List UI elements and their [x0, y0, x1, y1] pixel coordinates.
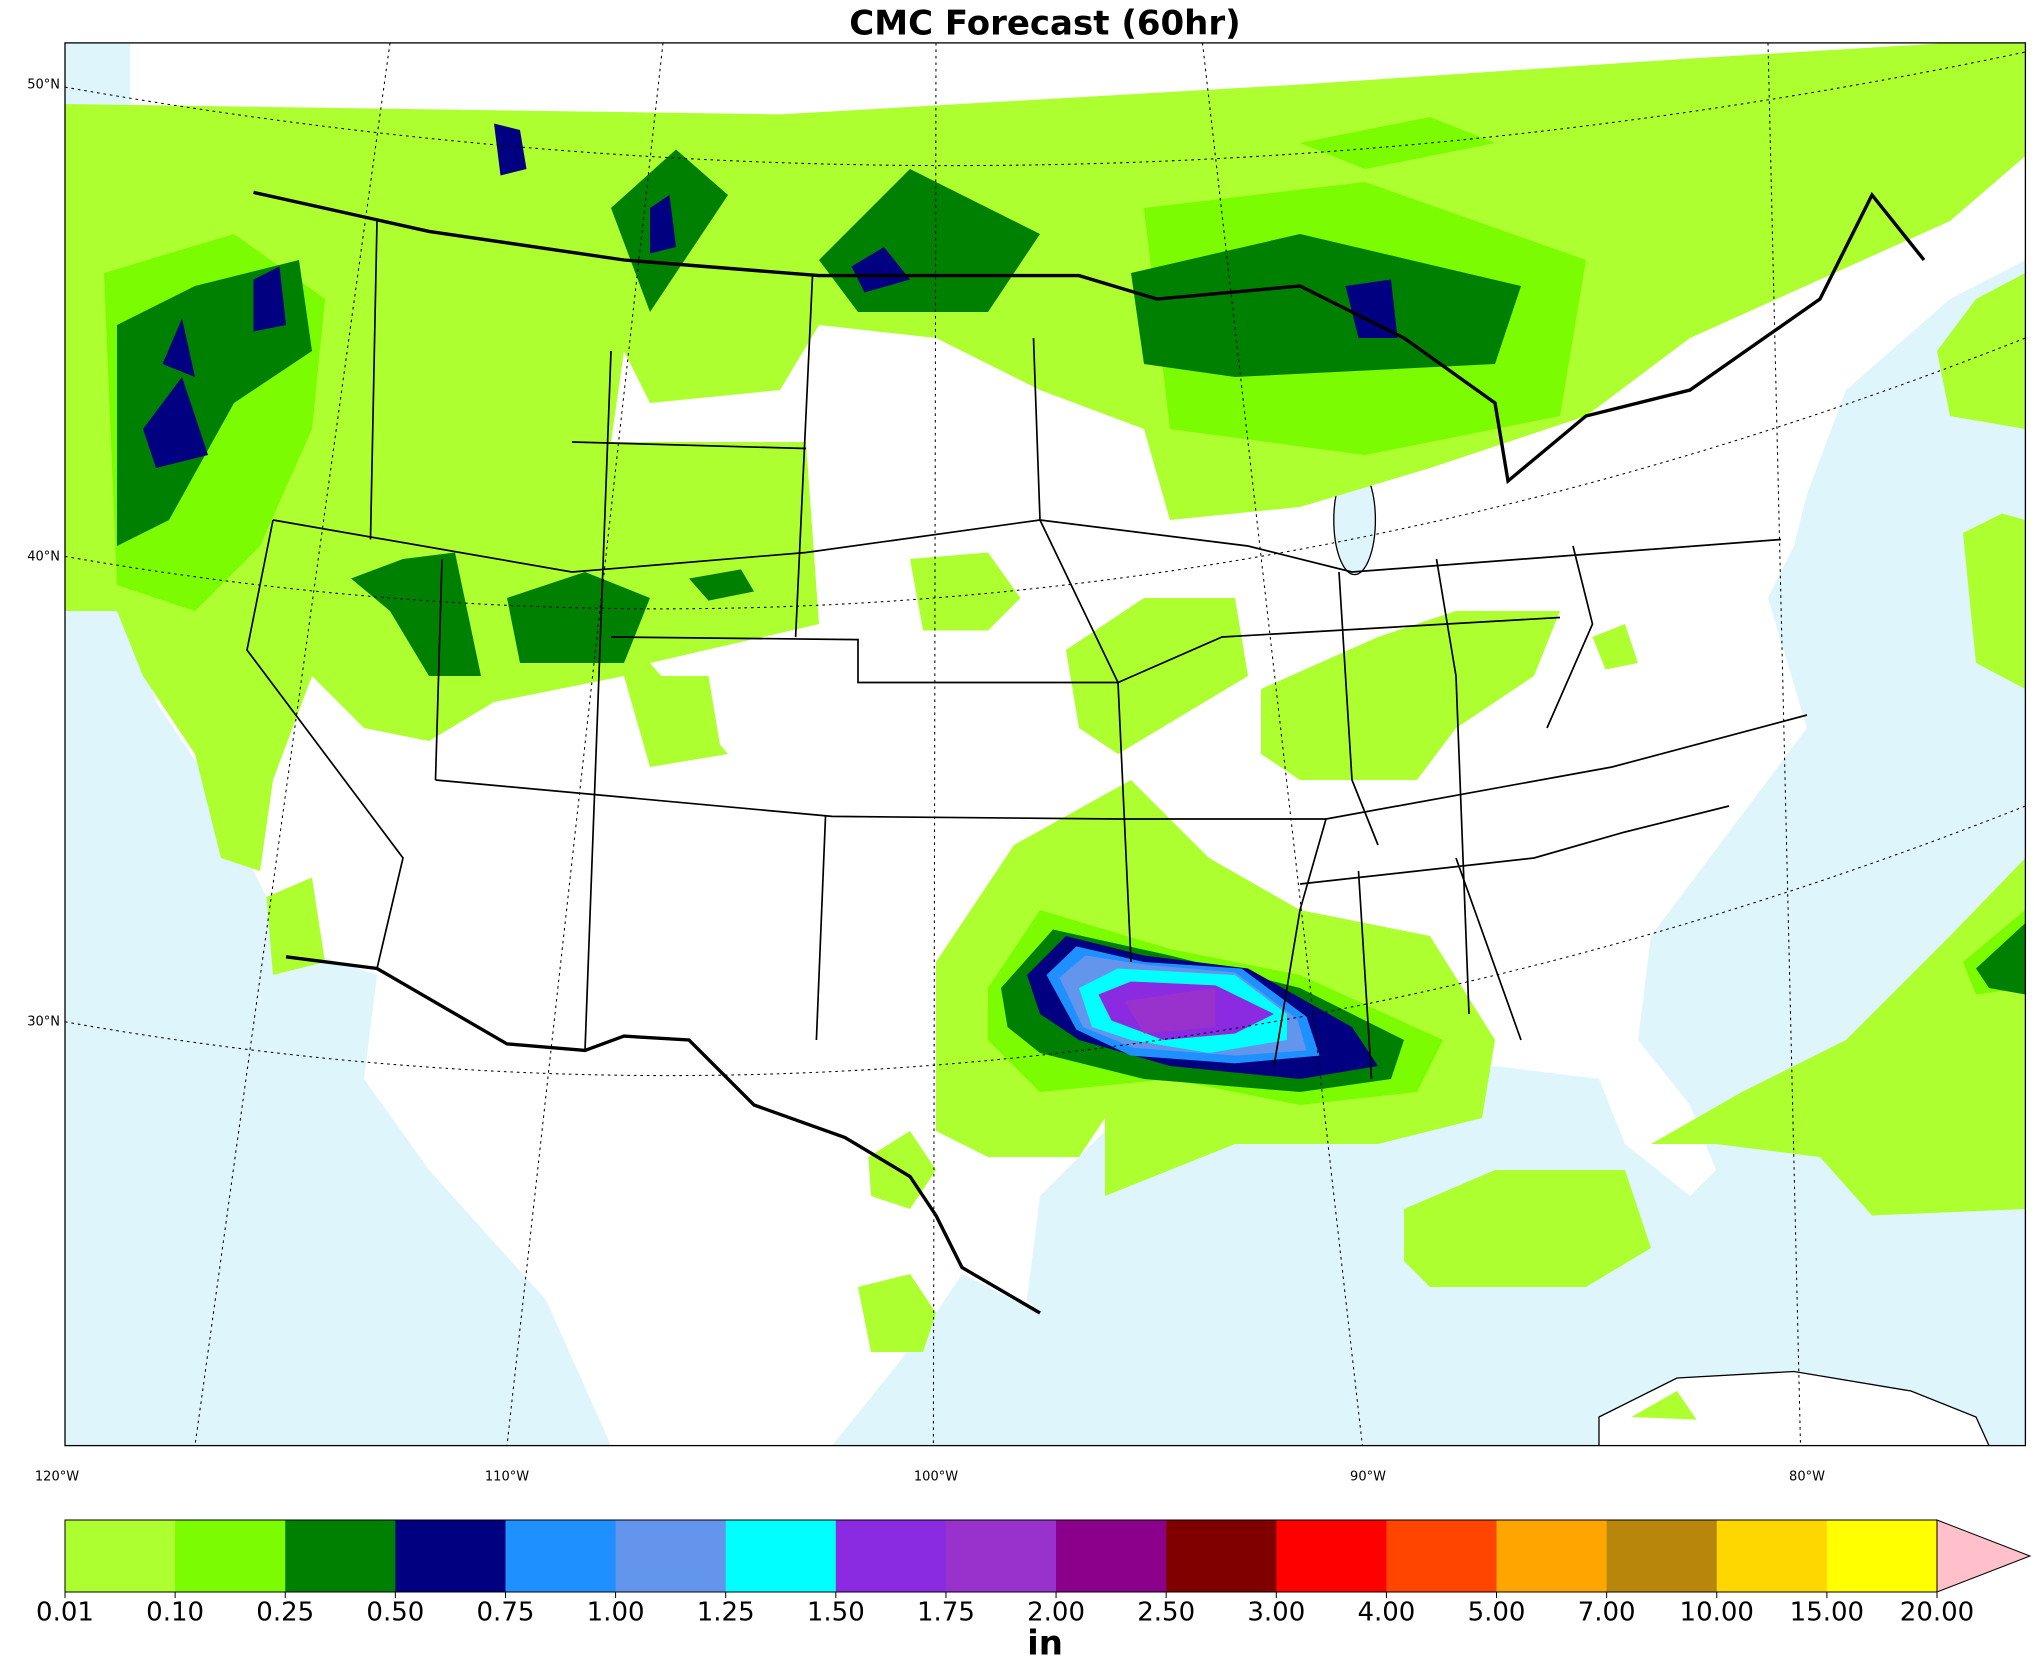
colorbar-bin: [1606, 1520, 1718, 1592]
colorbar-tick-label: 0.50: [366, 1598, 424, 1628]
graticule: [64, 42, 2026, 1446]
colorbar-tick-label: 1.25: [697, 1598, 755, 1628]
precip-area: [1631, 1391, 1697, 1420]
precip-area: [266, 877, 325, 975]
colorbar-bin: [505, 1520, 617, 1592]
precip-area: [1066, 598, 1248, 754]
colorbar-tick-label: 15.00: [1790, 1598, 1864, 1628]
lat-label: 40°N: [27, 550, 60, 565]
colorbar-tick-label: 2.00: [1027, 1598, 1085, 1628]
precip-area: [1345, 279, 1398, 338]
precip-area: [1936, 273, 2026, 429]
borders: [246, 190, 1926, 1315]
colorbar-bin: [1386, 1520, 1498, 1592]
colorbar-tick-label: 20.00: [1900, 1598, 1974, 1628]
colorbar-bin: [285, 1520, 396, 1592]
precip-area: [689, 569, 754, 601]
colorbar-bin: [175, 1520, 286, 1592]
precip-area: [253, 266, 286, 332]
colorbar-bin: [1166, 1520, 1277, 1592]
colorbar-bin: [1716, 1520, 1828, 1592]
map: [64, 42, 2027, 1447]
colorbar-tick-label: 2.50: [1137, 1598, 1195, 1628]
colorbar-tick-label: 0.75: [477, 1598, 535, 1628]
map-frame: [64, 42, 2027, 1447]
colorbar-bin: [835, 1520, 947, 1592]
precip-area: [851, 246, 910, 293]
lon-label: 110°W: [485, 1470, 529, 1485]
lat-label: 30°N: [27, 1015, 60, 1030]
precip-area: [1871, 71, 1957, 143]
precip-area: [1261, 611, 1560, 780]
lon-label: 120°W: [35, 1470, 79, 1485]
colorbar: 0.01 0.10 0.25 0.50 0.75 1.00 1.25 1.50 1.75 2.00…: [36, 1519, 2032, 1628]
colorbar-tick-label: 5.00: [1468, 1598, 1526, 1628]
colorbar-tick-label: 10.00: [1680, 1598, 1754, 1628]
colorbar-bin: [725, 1520, 837, 1592]
precip-area: [909, 552, 1021, 631]
lon-label: 100°W: [914, 1470, 958, 1485]
precip-area: [493, 123, 527, 176]
precip-area: [1651, 857, 2026, 1216]
colorbar-bin: [65, 1520, 176, 1592]
precip-area: [656, 676, 722, 754]
colorbar-bin: [395, 1520, 506, 1592]
colorbar-label: in: [1027, 1624, 1063, 1664]
precip-area: [1962, 513, 2026, 689]
colorbar-bin: [1056, 1520, 1167, 1592]
colorbar-tick-label: 3.00: [1247, 1598, 1305, 1628]
colorbar-tick-label: 1.75: [917, 1598, 975, 1628]
precip-area: [650, 195, 676, 254]
precip-area: [1300, 116, 1495, 169]
colorbar-bin: [945, 1520, 1057, 1592]
precip-area: [162, 318, 195, 377]
precip-area: [1404, 1170, 1651, 1287]
precip-area: [857, 1274, 936, 1352]
precip-area: [351, 552, 481, 676]
precip-area: [1975, 922, 2026, 995]
colorbar-tick-label: 1.00: [587, 1598, 645, 1628]
colorbar-bin: [615, 1520, 727, 1592]
map-title: CMC Forecast (60hr): [849, 4, 1240, 44]
precip-area: [506, 572, 650, 663]
precip-area: [1592, 624, 1638, 670]
cuba: [1598, 1370, 1990, 1446]
lat-label: 50°N: [27, 78, 60, 93]
lon-label: 90°W: [1350, 1470, 1386, 1485]
colorbar-tick-label: 1.50: [807, 1598, 865, 1628]
colorbar-bin: [1496, 1520, 1608, 1592]
colorbar-bin: [1826, 1520, 1938, 1592]
precip-area: [143, 377, 208, 468]
colorbar-tick-label: 0.10: [146, 1598, 204, 1628]
colorbar-extend: [1936, 1519, 2032, 1593]
colorbar-tick-label: 0.25: [256, 1598, 314, 1628]
colorbar-tick-label: 7.00: [1578, 1598, 1636, 1628]
colorbar-frame: [64, 1519, 1938, 1593]
colorbar-tick-label: 4.00: [1357, 1598, 1415, 1628]
precip-area: [116, 260, 312, 546]
colorbar-bin: [1276, 1520, 1387, 1592]
colorbar-tick-label: 0.01: [36, 1598, 94, 1628]
lon-label: 80°W: [1789, 1470, 1825, 1485]
precip-area: [1124, 987, 1216, 1034]
